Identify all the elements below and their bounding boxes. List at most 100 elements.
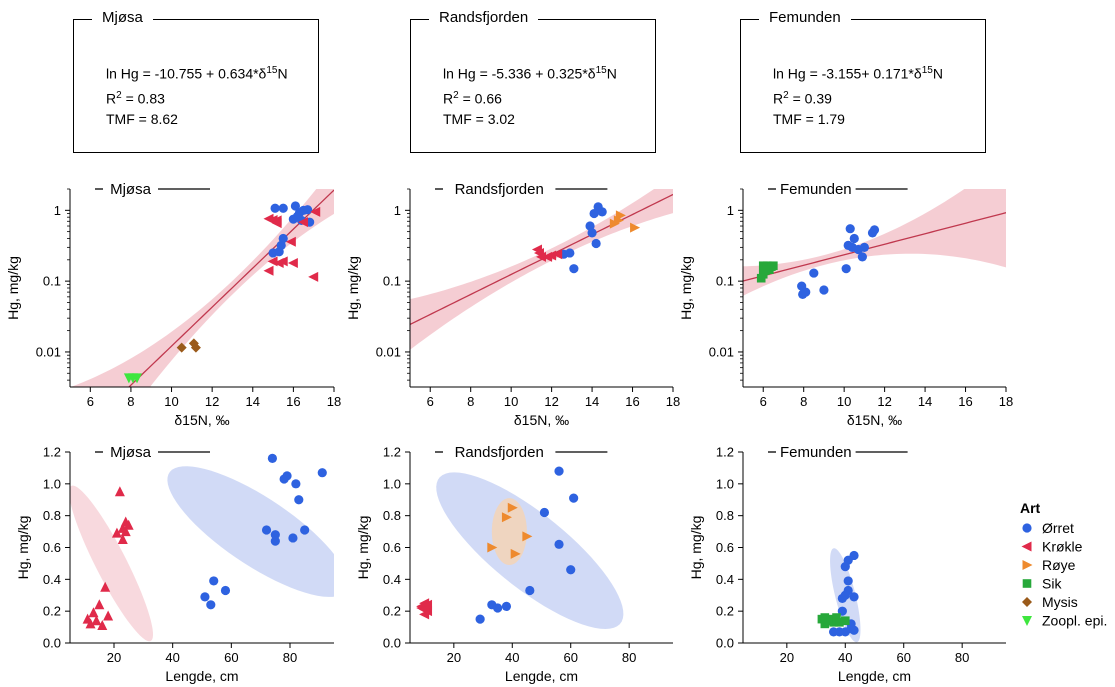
data-point (317, 468, 327, 478)
x-tick-label: 60 (224, 650, 238, 665)
legend-label: Sik (1042, 576, 1062, 592)
data-point (554, 539, 564, 549)
series-Krøkle (82, 486, 134, 630)
x-tick-label: 16 (625, 394, 639, 409)
x-tick-label: 60 (563, 650, 577, 665)
data-point (290, 201, 301, 211)
triangle-down-icon (1022, 616, 1032, 626)
data-point (522, 531, 533, 542)
legend-entry: Ørret (1022, 520, 1074, 536)
x-tick-label: 40 (838, 650, 852, 665)
x-tick-label: 10 (504, 394, 518, 409)
data-point (536, 251, 546, 262)
tmf-value: TMF = 1.79 (773, 111, 845, 128)
panel-title: Randsfjorden (455, 444, 544, 461)
data-point (206, 600, 216, 610)
x-tick-label: 40 (505, 650, 519, 665)
y-tick-label: 0.01 (36, 344, 61, 359)
data-point (487, 542, 498, 553)
data-point (615, 210, 626, 221)
ellipse-Krøkle (70, 485, 154, 642)
diamond-icon (1022, 597, 1032, 607)
y-tick-label: 0.8 (43, 508, 61, 523)
y-tick-label: 0.2 (383, 604, 401, 619)
y-tick-label: 0.1 (43, 274, 61, 289)
series-Røye (609, 210, 641, 233)
data-point (846, 624, 856, 634)
plot-area (70, 453, 334, 642)
legend-title: Art (1020, 500, 1041, 516)
legend-entry: Zoopl. epi. (1022, 613, 1107, 629)
chart-panel-5: 20 40 60 80 0.0 0.2 0.4 0.6 0.8 1.0 1.2 Randsfjorde… (355, 444, 673, 684)
data-point (591, 238, 601, 249)
equation-box-title: Mjøsa (92, 9, 153, 26)
data-point (546, 250, 557, 261)
x-tick-label: 14 (918, 394, 932, 409)
data-point (270, 536, 280, 546)
data-point (597, 207, 607, 217)
series-Mysis (176, 338, 201, 353)
x-tick-label: 20 (447, 650, 461, 665)
legend-entry: Sik (1022, 576, 1062, 592)
data-point (569, 493, 579, 503)
data-point (819, 285, 829, 295)
y-tick-label: 1.2 (383, 445, 401, 460)
y-tick-label: 0.0 (716, 636, 734, 651)
equation-box-title: Randsfjorden (429, 9, 539, 26)
x-axis-label: δ15N, ‰ (174, 412, 229, 428)
x-tick-label: 80 (955, 650, 969, 665)
data-point (539, 507, 550, 518)
data-point (267, 256, 278, 267)
series-Ørret (200, 453, 327, 610)
y-tick-label: 1 (394, 203, 401, 218)
data-point (220, 585, 231, 596)
series-Ørret (559, 202, 607, 274)
data-point (303, 205, 313, 215)
data-point (91, 615, 102, 626)
data-point (308, 271, 319, 282)
chart-panel-6: 20 40 60 80 0.0 0.2 0.4 0.6 0.8 1.0 1.2 Femunden Len… (688, 444, 1006, 684)
data-point (263, 265, 274, 276)
data-point (832, 613, 841, 622)
y-tick-label: 0.2 (716, 604, 734, 619)
confidence-band (743, 189, 1006, 296)
data-point (200, 592, 210, 602)
data-point (85, 618, 96, 629)
ellipse-Ørret (436, 472, 624, 629)
series-Zoopl. epi. (123, 373, 143, 384)
tmf-value: TMF = 8.62 (106, 111, 178, 128)
y-axis-label: Hg, mg/kg (5, 256, 21, 320)
x-tick-label: 8 (467, 394, 474, 409)
data-point (271, 218, 282, 229)
data-point (835, 618, 844, 627)
data-point (840, 562, 850, 572)
legend-label: Ørret (1042, 520, 1074, 536)
data-point (849, 233, 859, 244)
data-point (270, 203, 280, 213)
y-tick-label: 0.4 (716, 572, 734, 587)
x-tick-label: 18 (999, 394, 1013, 409)
y-axis-label: Hg, mg/kg (345, 256, 361, 320)
regression-equation: ln Hg = -5.336 + 0.325*δ15N (443, 65, 617, 82)
data-point (501, 601, 512, 611)
data-point (845, 224, 855, 234)
series-Ørret (797, 224, 880, 299)
series-Sik (817, 613, 850, 629)
x-tick-label: 6 (760, 394, 767, 409)
data-point (501, 512, 512, 523)
regression-line (743, 212, 1006, 282)
series-Krøkle (416, 598, 433, 620)
x-tick-label: 12 (877, 394, 891, 409)
series-Ørret (268, 201, 315, 258)
data-point (97, 619, 108, 630)
series-Krøkle (263, 206, 321, 282)
x-axis-label: δ15N, ‰ (514, 412, 569, 428)
chart-panel-2: 6 8 10 12 14 16 18 0.01 0.1 1 Randsfjorden δ15N, ‰ H… (345, 181, 680, 428)
data-point (554, 466, 564, 476)
data-point (829, 618, 838, 627)
ellipse-Røye (491, 498, 527, 566)
panel-title: Femunden (780, 444, 852, 461)
x-tick-label: 6 (87, 394, 94, 409)
